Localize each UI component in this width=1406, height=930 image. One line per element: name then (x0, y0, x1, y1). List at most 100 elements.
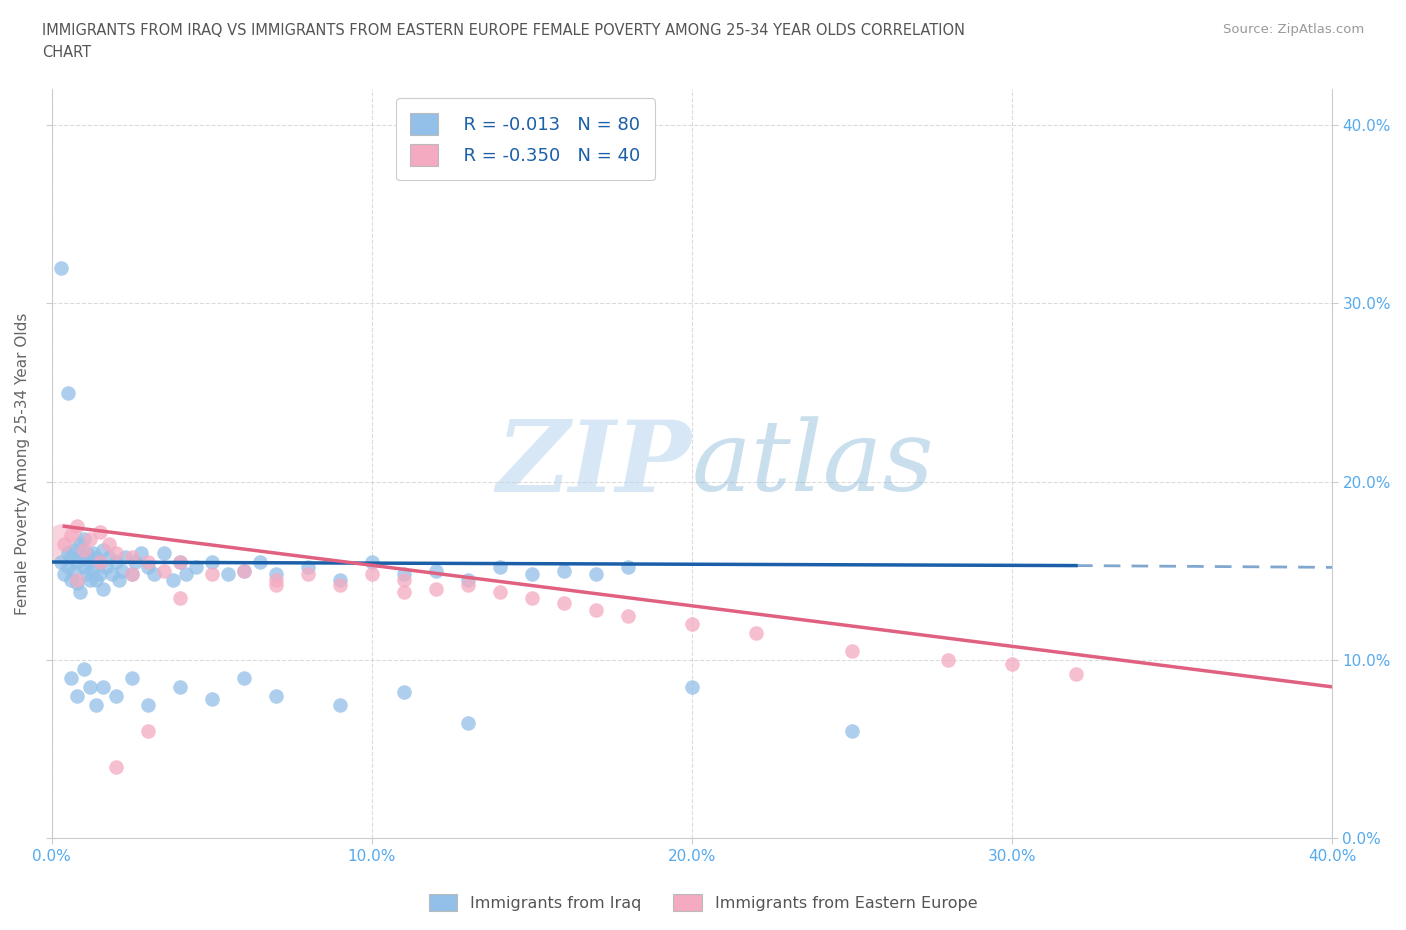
Point (184, 560, 207, 575)
Point (162, 572, 184, 587)
Point (585, 603, 607, 618)
Legend:   R = -0.013   N = 80,   R = -0.350   N = 40: R = -0.013 N = 80, R = -0.350 N = 40 (396, 99, 655, 180)
Point (76, 546, 98, 561)
Point (136, 698, 159, 712)
Point (76, 567, 98, 582)
Point (101, 567, 124, 582)
Point (169, 591, 191, 605)
Point (152, 546, 174, 561)
Point (89, 554, 111, 569)
Point (360, 554, 382, 569)
Point (59, 671, 82, 685)
Point (86, 551, 108, 565)
Point (79, 572, 101, 587)
Point (53, 537, 76, 551)
Text: ZIP: ZIP (496, 416, 692, 512)
Point (425, 581, 447, 596)
Point (121, 567, 143, 582)
Point (121, 550, 143, 565)
Point (297, 560, 319, 575)
Point (94, 560, 117, 575)
Point (72, 542, 94, 557)
Point (392, 684, 415, 699)
Point (91, 581, 114, 596)
Point (169, 554, 191, 569)
Point (66, 688, 89, 703)
Point (121, 671, 143, 685)
Point (79, 680, 101, 695)
Point (72, 550, 94, 565)
Point (152, 564, 174, 578)
Point (72, 560, 94, 575)
Point (488, 560, 510, 575)
Point (72, 661, 94, 676)
Point (86, 698, 108, 712)
Point (264, 578, 287, 592)
Point (360, 567, 382, 582)
Point (425, 564, 447, 578)
Point (264, 688, 287, 703)
Point (59, 550, 82, 565)
Point (82, 564, 104, 578)
Point (392, 585, 415, 600)
Point (91, 680, 114, 695)
Legend: Immigrants from Iraq, Immigrants from Eastern Europe: Immigrants from Iraq, Immigrants from Ea… (422, 888, 984, 917)
Point (104, 554, 127, 569)
Point (124, 554, 146, 569)
Text: atlas: atlas (692, 417, 935, 512)
Point (79, 554, 101, 569)
Point (111, 564, 134, 578)
Point (121, 567, 143, 582)
Point (1064, 667, 1087, 682)
Point (69, 537, 91, 551)
Point (553, 595, 575, 610)
Point (297, 567, 319, 582)
Point (98, 537, 121, 551)
Point (457, 578, 479, 592)
Point (49, 260, 72, 275)
Point (616, 560, 638, 575)
Point (841, 724, 863, 738)
Point (936, 653, 959, 668)
Point (200, 567, 222, 582)
Point (681, 680, 703, 695)
Point (841, 644, 863, 658)
Point (69, 585, 91, 600)
Point (681, 617, 703, 631)
Text: Source: ZipAtlas.com: Source: ZipAtlas.com (1223, 23, 1364, 36)
Point (53, 567, 76, 582)
Point (585, 567, 607, 582)
Point (82, 546, 104, 561)
Point (232, 564, 254, 578)
Point (63, 564, 86, 578)
Point (457, 715, 479, 730)
Text: IMMIGRANTS FROM IRAQ VS IMMIGRANTS FROM EASTERN EUROPE FEMALE POVERTY AMONG 25-3: IMMIGRANTS FROM IRAQ VS IMMIGRANTS FROM … (42, 23, 965, 60)
Point (169, 680, 191, 695)
Point (232, 671, 254, 685)
Point (59, 528, 82, 543)
Point (66, 554, 89, 569)
Point (392, 572, 415, 587)
Point (56, 385, 79, 400)
Point (169, 554, 191, 569)
Point (72, 531, 94, 546)
Point (232, 564, 254, 578)
Point (89, 554, 111, 569)
Point (104, 546, 127, 561)
Point (1001, 657, 1024, 671)
Point (86, 572, 108, 587)
Point (136, 560, 159, 575)
Point (520, 567, 543, 582)
Point (553, 564, 575, 578)
Point (136, 724, 159, 738)
Point (49, 554, 72, 569)
Point (56, 546, 79, 561)
Point (392, 567, 415, 582)
Point (66, 572, 89, 587)
Point (520, 591, 543, 605)
Point (56, 560, 79, 575)
Point (329, 698, 352, 712)
Point (616, 608, 638, 623)
Point (136, 554, 159, 569)
Point (264, 567, 287, 582)
